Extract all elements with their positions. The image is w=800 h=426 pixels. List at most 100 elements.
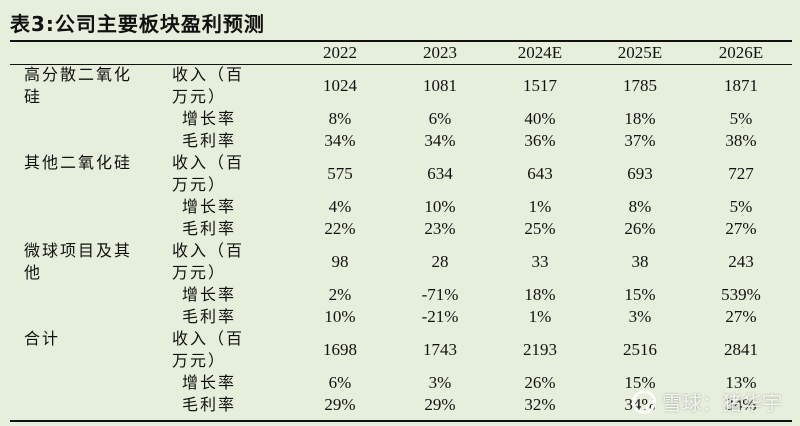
value-cell: 27%: [725, 219, 757, 238]
value-cell: 2841: [724, 340, 758, 359]
snowball-logo-icon: [632, 389, 656, 414]
table-row: 毛利率 34% 34% 36% 37% 38%: [10, 130, 792, 152]
value-cell: 693: [627, 164, 653, 183]
forecast-table: 2022 2023 2024E 2025E 2026E 高分散二氧化硅 收入（百万…: [10, 41, 792, 416]
value-cell: 13%: [725, 373, 757, 392]
column-header: 2023: [423, 42, 457, 62]
value-cell: 25%: [524, 219, 556, 238]
table-row: 其他二氧化硅 收入（百万元） 575 634 643 693 727: [10, 152, 792, 196]
metric-label: 毛利率: [182, 395, 237, 414]
table-row: 毛利率 10% -21% 1% 3% 27%: [10, 306, 792, 328]
value-cell: 1698: [323, 340, 357, 359]
value-cell: 23%: [424, 219, 456, 238]
watermark-text: 雪球：猪华宇: [662, 391, 782, 415]
table-row: 高分散二氧化硅 收入（百万元） 1024 1081 1517 1785 1871: [10, 64, 792, 108]
value-cell: 8%: [628, 197, 652, 216]
value-cell: 2516: [623, 340, 657, 359]
value-cell: 29%: [324, 395, 356, 414]
value-cell: 575: [327, 164, 353, 183]
value-cell: 26%: [524, 373, 556, 392]
value-cell: 98: [331, 252, 349, 271]
table-row: 增长率 4% 10% 1% 8% 5%: [10, 196, 792, 218]
value-cell: 1517: [523, 76, 557, 95]
value-cell: 34%: [725, 395, 757, 414]
table-row: 增长率 8% 6% 40% 18% 5%: [10, 108, 792, 130]
column-header: 2022: [323, 42, 357, 62]
metric-label: 增长率: [182, 285, 237, 304]
value-cell: 27%: [725, 307, 757, 326]
value-cell: -71%: [421, 285, 459, 304]
value-cell: 1%: [528, 307, 552, 326]
table-body: 高分散二氧化硅 收入（百万元） 1024 1081 1517 1785 1871 增长率 8% 6…: [10, 64, 792, 416]
value-cell: 40%: [524, 109, 556, 128]
value-cell: 33: [531, 252, 549, 271]
value-cell: 3%: [628, 307, 652, 326]
value-cell: 5%: [729, 197, 753, 216]
value-cell: 1%: [528, 197, 552, 216]
metric-label: 毛利率: [182, 307, 237, 326]
value-cell: 10%: [424, 197, 456, 216]
value-cell: 15%: [624, 285, 656, 304]
metric-label: 收入（百万元）: [172, 65, 245, 106]
metric-label: 收入（百万元）: [172, 153, 245, 194]
top-rule: [10, 40, 792, 42]
table-title: 表3:公司主要板块盈利预测: [10, 12, 265, 36]
value-cell: 2%: [328, 285, 352, 304]
value-cell: 539%: [721, 285, 761, 304]
segment-name: 其他二氧化硅: [24, 153, 133, 172]
value-cell: 36%: [524, 131, 556, 150]
value-cell: 26%: [624, 219, 656, 238]
header-blank: [10, 41, 160, 64]
value-cell: 15%: [624, 373, 656, 392]
value-cell: 4%: [328, 197, 352, 216]
value-cell: 5%: [729, 109, 753, 128]
metric-label: 增长率: [182, 373, 237, 392]
value-cell: 29%: [424, 395, 456, 414]
column-header: 2025E: [617, 42, 663, 62]
bottom-rule: [10, 420, 792, 422]
value-cell: 643: [527, 164, 553, 183]
table-row: 毛利率 22% 23% 25% 26% 27%: [10, 218, 792, 240]
metric-label: 收入（百万元）: [172, 241, 245, 282]
value-cell: 1871: [724, 76, 758, 95]
value-cell: 28: [431, 252, 449, 271]
value-cell: 38: [631, 252, 649, 271]
value-cell: 2193: [523, 340, 557, 359]
metric-label: 增长率: [182, 109, 237, 128]
value-cell: 6%: [428, 109, 452, 128]
value-cell: 37%: [624, 131, 656, 150]
header-row: 2022 2023 2024E 2025E 2026E: [10, 41, 792, 64]
value-cell: 727: [728, 164, 754, 183]
column-header: 2026E: [718, 42, 764, 62]
table-row: 微球项目及其他 收入（百万元） 98 28 33 38 243: [10, 240, 792, 284]
segment-name: 微球项目及其他: [24, 241, 133, 282]
segment-name: 高分散二氧化硅: [24, 65, 133, 106]
value-cell: 6%: [328, 373, 352, 392]
value-cell: 34%: [324, 131, 356, 150]
header-rule: [10, 64, 792, 65]
watermark: 雪球：猪华宇: [632, 387, 782, 416]
value-cell: 1743: [423, 340, 457, 359]
value-cell: 8%: [328, 109, 352, 128]
table-row: 增长率 2% -71% 18% 15% 539%: [10, 284, 792, 306]
value-cell: 18%: [624, 109, 656, 128]
column-header: 2024E: [517, 42, 563, 62]
value-cell: -21%: [421, 307, 459, 326]
metric-label: 收入（百万元）: [172, 329, 245, 370]
value-cell: 1785: [623, 76, 657, 95]
metric-label: 增长率: [182, 197, 237, 216]
value-cell: 634: [427, 164, 453, 183]
value-cell: 18%: [524, 285, 556, 304]
value-cell: 32%: [524, 395, 556, 414]
value-cell: 243: [728, 252, 754, 271]
metric-label: 毛利率: [182, 131, 237, 150]
table-row: 合计 收入（百万元） 1698 1743 2193 2516 2841: [10, 328, 792, 372]
value-cell: 38%: [725, 131, 757, 150]
header-blank: [160, 41, 290, 64]
value-cell: 3%: [428, 373, 452, 392]
value-cell: 22%: [324, 219, 356, 238]
value-cell: 1024: [323, 76, 357, 95]
segment-name: 合计: [24, 329, 61, 348]
table-row: 增长率 6% 3% 26% 15% 13%: [10, 372, 792, 394]
value-cell: 10%: [324, 307, 356, 326]
